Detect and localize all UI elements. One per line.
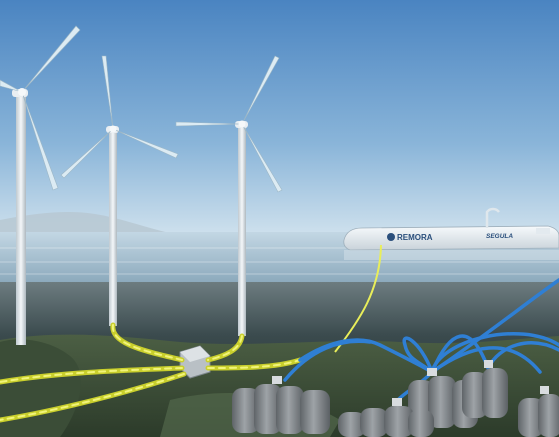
remora-logo-icon [387,233,395,241]
wind-turbine-1 [0,25,81,345]
turbine-blades [175,55,283,193]
floating-vessel: REMORA SEGULA [343,207,559,260]
turbine-hub [238,120,246,128]
junction-box [179,345,211,379]
vessel-brand-left: REMORA [397,233,433,242]
vessel-reflection [344,250,559,260]
power-cables-yellow [0,322,303,423]
vessel-deckhouse [536,228,550,234]
vessel-brand-right: SEGULA [486,233,513,240]
storage-tanks-cluster-3 [462,360,508,418]
vessel-crane [485,207,500,228]
seabed-mound [0,339,81,437]
tank-valve [427,368,437,376]
tank-valve [540,386,549,394]
distant-hill [0,212,170,236]
tank-valve [484,360,493,368]
turbine-tower [238,128,246,336]
turbine-blades [60,55,179,179]
wind-turbine-2 [60,55,179,326]
tank-valve [392,398,402,406]
tank-valve [272,376,282,384]
wind-turbine-3 [175,55,283,336]
sky [0,0,559,240]
turbine-hub [18,88,26,96]
turbine-hub [109,125,117,133]
turbine-blades [0,25,81,191]
storage-tanks-cluster-1 [232,376,330,434]
vessel-hull [343,225,559,251]
storage-tanks-cluster-5 [518,386,559,437]
storage-tanks-cluster-4 [338,398,434,437]
turbine-tower [109,132,117,326]
turbine-tower [16,95,26,345]
